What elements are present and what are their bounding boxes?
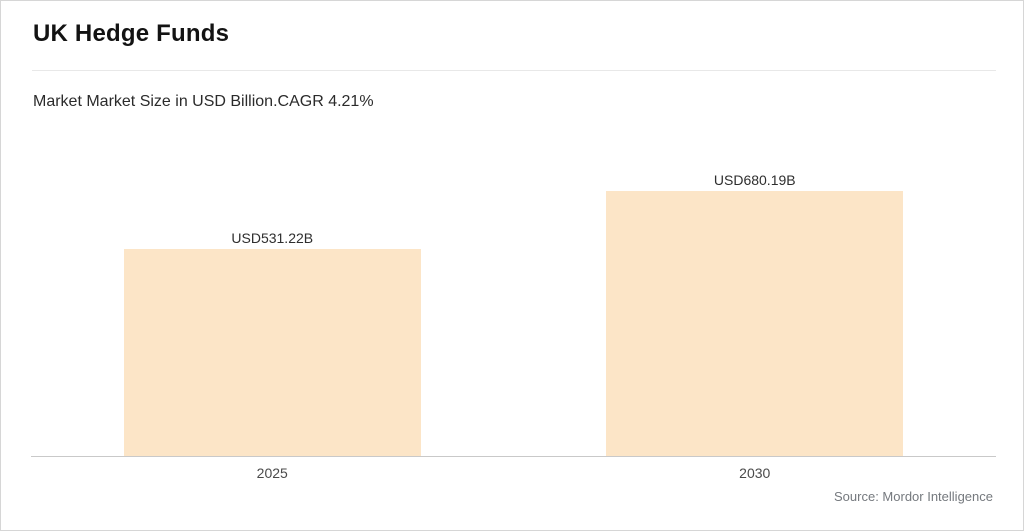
x-axis-label: 2030: [739, 465, 771, 481]
bar-value-label: USD531.22B: [231, 230, 314, 246]
bar-value-label: USD680.19B: [713, 172, 796, 188]
bar-band: USD531.22B: [31, 142, 514, 456]
plot-area: USD531.22B USD680.19B: [31, 142, 996, 457]
title-divider: [32, 70, 996, 71]
bar-band: USD680.19B: [514, 142, 997, 456]
chart-subtitle: Market Market Size in USD Billion.CAGR 4…: [33, 93, 374, 110]
bar: [606, 191, 904, 456]
bar: [123, 249, 421, 456]
x-axis-labels: 2025 2030: [31, 457, 996, 481]
source-attribution: Source: Mordor Intelligence: [834, 489, 993, 504]
chart-title: UK Hedge Funds: [33, 20, 230, 47]
x-axis-label: 2025: [256, 465, 288, 481]
